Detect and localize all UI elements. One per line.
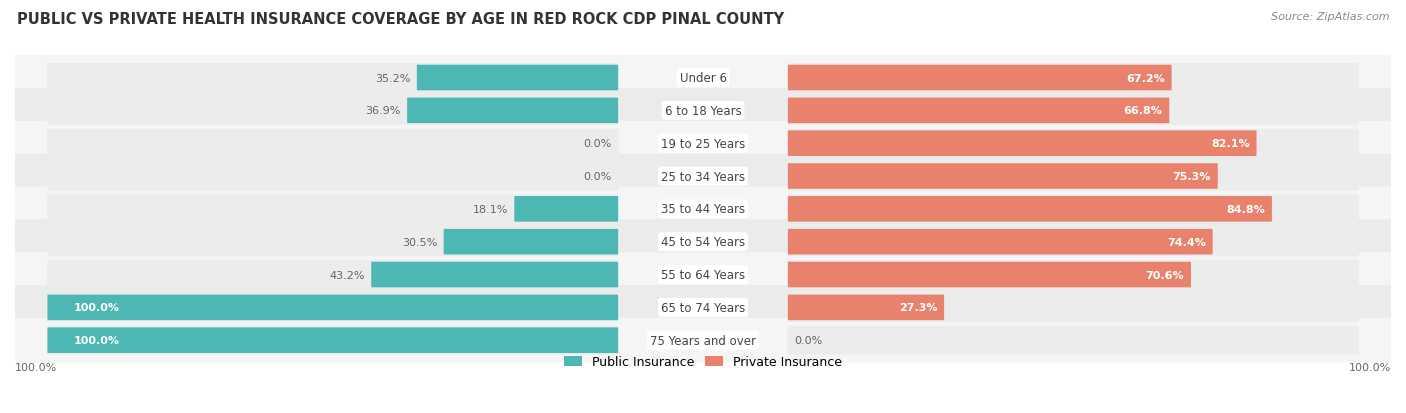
FancyBboxPatch shape	[48, 64, 619, 93]
FancyBboxPatch shape	[787, 195, 1358, 224]
FancyBboxPatch shape	[48, 295, 619, 320]
FancyBboxPatch shape	[48, 328, 619, 353]
Text: 27.3%: 27.3%	[898, 303, 938, 313]
FancyBboxPatch shape	[48, 261, 619, 289]
Text: 74.4%: 74.4%	[1167, 237, 1206, 247]
FancyBboxPatch shape	[408, 98, 619, 124]
FancyBboxPatch shape	[13, 89, 1393, 133]
Text: 75.3%: 75.3%	[1173, 172, 1211, 182]
Text: 18.1%: 18.1%	[472, 204, 508, 214]
Text: 82.1%: 82.1%	[1211, 139, 1250, 149]
Text: 67.2%: 67.2%	[1126, 74, 1164, 83]
FancyBboxPatch shape	[13, 285, 1393, 330]
FancyBboxPatch shape	[787, 162, 1358, 191]
FancyBboxPatch shape	[787, 64, 1358, 93]
FancyBboxPatch shape	[787, 97, 1358, 126]
FancyBboxPatch shape	[444, 229, 619, 255]
FancyBboxPatch shape	[13, 318, 1393, 363]
Text: 0.0%: 0.0%	[583, 139, 612, 149]
FancyBboxPatch shape	[48, 129, 619, 158]
FancyBboxPatch shape	[787, 262, 1191, 287]
Text: 45 to 54 Years: 45 to 54 Years	[661, 236, 745, 249]
Text: PUBLIC VS PRIVATE HEALTH INSURANCE COVERAGE BY AGE IN RED ROCK CDP PINAL COUNTY: PUBLIC VS PRIVATE HEALTH INSURANCE COVER…	[17, 12, 785, 27]
Text: 6 to 18 Years: 6 to 18 Years	[665, 104, 741, 118]
Text: 100.0%: 100.0%	[75, 303, 120, 313]
Text: 100.0%: 100.0%	[1348, 362, 1391, 372]
Text: 65 to 74 Years: 65 to 74 Years	[661, 301, 745, 314]
FancyBboxPatch shape	[787, 228, 1358, 256]
Text: 36.9%: 36.9%	[366, 106, 401, 116]
FancyBboxPatch shape	[13, 253, 1393, 297]
FancyBboxPatch shape	[371, 262, 619, 287]
FancyBboxPatch shape	[787, 164, 1218, 190]
FancyBboxPatch shape	[13, 220, 1393, 264]
FancyBboxPatch shape	[787, 66, 1171, 91]
Text: 84.8%: 84.8%	[1226, 204, 1265, 214]
FancyBboxPatch shape	[13, 187, 1393, 232]
Text: 100.0%: 100.0%	[75, 335, 120, 345]
FancyBboxPatch shape	[48, 162, 619, 191]
Text: 25 to 34 Years: 25 to 34 Years	[661, 170, 745, 183]
Text: 100.0%: 100.0%	[15, 362, 58, 372]
Text: 75 Years and over: 75 Years and over	[650, 334, 756, 347]
FancyBboxPatch shape	[787, 131, 1257, 157]
FancyBboxPatch shape	[787, 129, 1358, 158]
Text: 55 to 64 Years: 55 to 64 Years	[661, 268, 745, 281]
Text: 0.0%: 0.0%	[583, 172, 612, 182]
FancyBboxPatch shape	[787, 261, 1358, 289]
FancyBboxPatch shape	[13, 154, 1393, 199]
Text: 0.0%: 0.0%	[794, 335, 823, 345]
Legend: Public Insurance, Private Insurance: Public Insurance, Private Insurance	[558, 350, 848, 373]
FancyBboxPatch shape	[787, 229, 1212, 255]
FancyBboxPatch shape	[48, 228, 619, 256]
FancyBboxPatch shape	[48, 195, 619, 224]
Text: 30.5%: 30.5%	[402, 237, 437, 247]
FancyBboxPatch shape	[515, 197, 619, 222]
Text: Source: ZipAtlas.com: Source: ZipAtlas.com	[1271, 12, 1389, 22]
FancyBboxPatch shape	[416, 66, 619, 91]
FancyBboxPatch shape	[48, 97, 619, 126]
FancyBboxPatch shape	[787, 295, 945, 320]
Text: 70.6%: 70.6%	[1146, 270, 1184, 280]
Text: 19 to 25 Years: 19 to 25 Years	[661, 138, 745, 150]
FancyBboxPatch shape	[787, 98, 1170, 124]
Text: 35 to 44 Years: 35 to 44 Years	[661, 203, 745, 216]
FancyBboxPatch shape	[48, 326, 619, 355]
FancyBboxPatch shape	[787, 197, 1272, 222]
FancyBboxPatch shape	[787, 293, 1358, 322]
FancyBboxPatch shape	[13, 56, 1393, 101]
FancyBboxPatch shape	[48, 293, 619, 322]
Text: 43.2%: 43.2%	[329, 270, 366, 280]
FancyBboxPatch shape	[13, 121, 1393, 166]
Text: 35.2%: 35.2%	[375, 74, 411, 83]
Text: Under 6: Under 6	[679, 72, 727, 85]
Text: 66.8%: 66.8%	[1123, 106, 1163, 116]
FancyBboxPatch shape	[787, 326, 1358, 355]
